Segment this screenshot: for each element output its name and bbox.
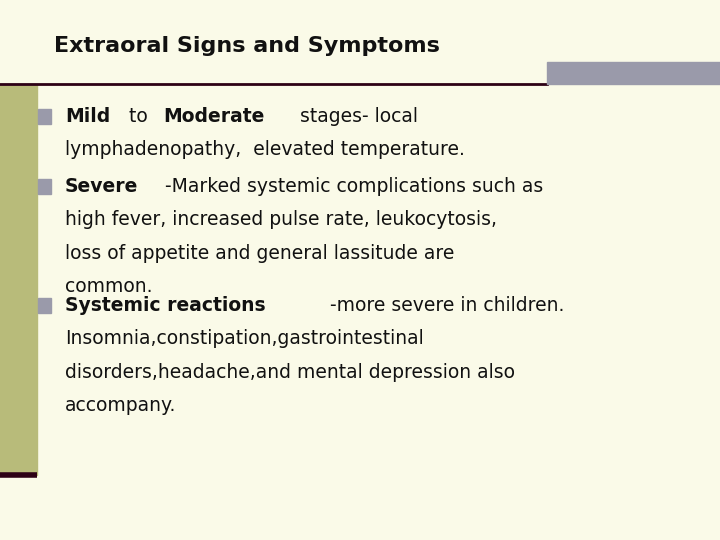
Text: common.: common. — [65, 277, 153, 296]
Text: Insomnia,constipation,gastrointestinal: Insomnia,constipation,gastrointestinal — [65, 329, 423, 348]
Text: -Marked systemic complications such as: -Marked systemic complications such as — [159, 177, 544, 196]
Text: Moderate: Moderate — [163, 106, 264, 126]
Text: lymphadenopathy,  elevated temperature.: lymphadenopathy, elevated temperature. — [65, 140, 464, 159]
Text: loss of appetite and general lassitude are: loss of appetite and general lassitude a… — [65, 244, 454, 263]
Text: accompany.: accompany. — [65, 396, 176, 415]
Text: Severe: Severe — [65, 177, 138, 196]
Bar — [38, 298, 51, 313]
Bar — [38, 179, 51, 194]
Text: Extraoral Signs and Symptoms: Extraoral Signs and Symptoms — [54, 36, 440, 56]
Text: Systemic reactions: Systemic reactions — [65, 295, 266, 315]
Text: Mild: Mild — [65, 106, 110, 126]
Bar — [38, 109, 51, 124]
Text: disorders,headache,and mental depression also: disorders,headache,and mental depression… — [65, 362, 515, 382]
Bar — [547, 62, 720, 84]
Text: high fever, increased pulse rate, leukocytosis,: high fever, increased pulse rate, leukoc… — [65, 210, 497, 230]
Text: stages- local: stages- local — [294, 106, 418, 126]
Bar — [0, 84, 37, 475]
Text: -more severe in children.: -more severe in children. — [324, 295, 564, 315]
Text: to: to — [123, 106, 154, 126]
